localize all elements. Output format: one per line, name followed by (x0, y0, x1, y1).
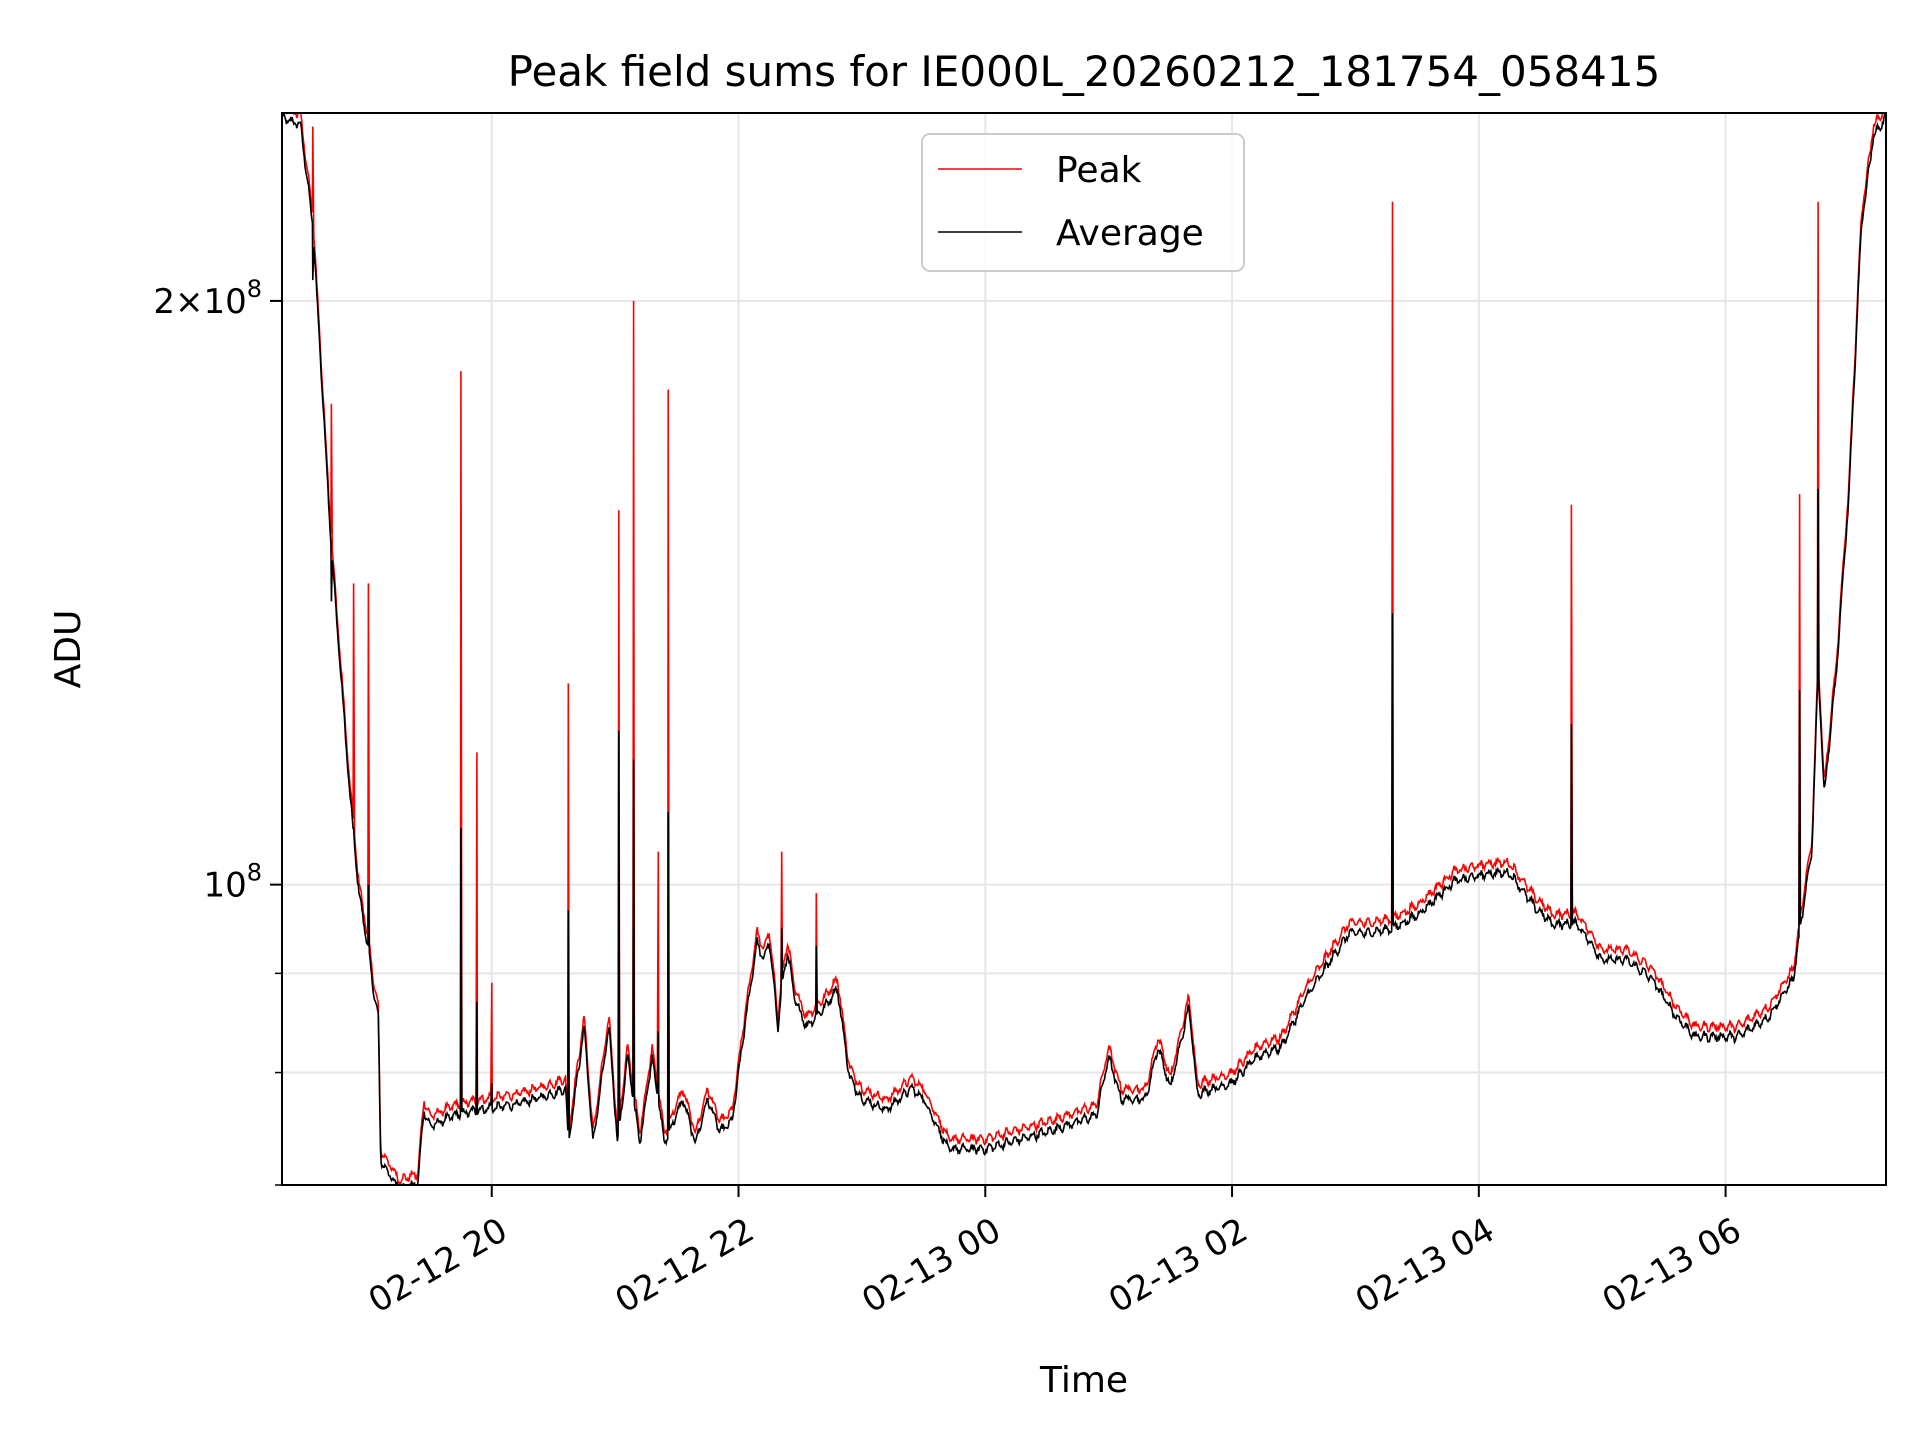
chart-title: Peak field sums for IE000L_20260212_1817… (508, 47, 1661, 96)
y-tick-label: 2×108 (153, 275, 262, 322)
y-tick-label-exponent: 8 (247, 275, 262, 303)
series-line-average (282, 113, 1886, 1185)
series-line-peak (285, 113, 1885, 1185)
y-tick-label: 108 (203, 859, 262, 906)
grid (282, 113, 1886, 1186)
y-axis-label: ADU (48, 610, 89, 689)
plot-area (282, 113, 1886, 1185)
y-tick-label-base: 2×10 (153, 282, 246, 322)
legend-label-average: Average (1056, 213, 1204, 254)
y-tick-label-base: 10 (203, 866, 246, 906)
legend-label-peak: Peak (1056, 150, 1142, 191)
y-tick-label-exponent: 8 (247, 859, 262, 887)
legend: Peak Average (921, 133, 1245, 272)
x-axis-label: Time (1039, 1360, 1128, 1401)
plot-frame (281, 112, 1887, 1186)
